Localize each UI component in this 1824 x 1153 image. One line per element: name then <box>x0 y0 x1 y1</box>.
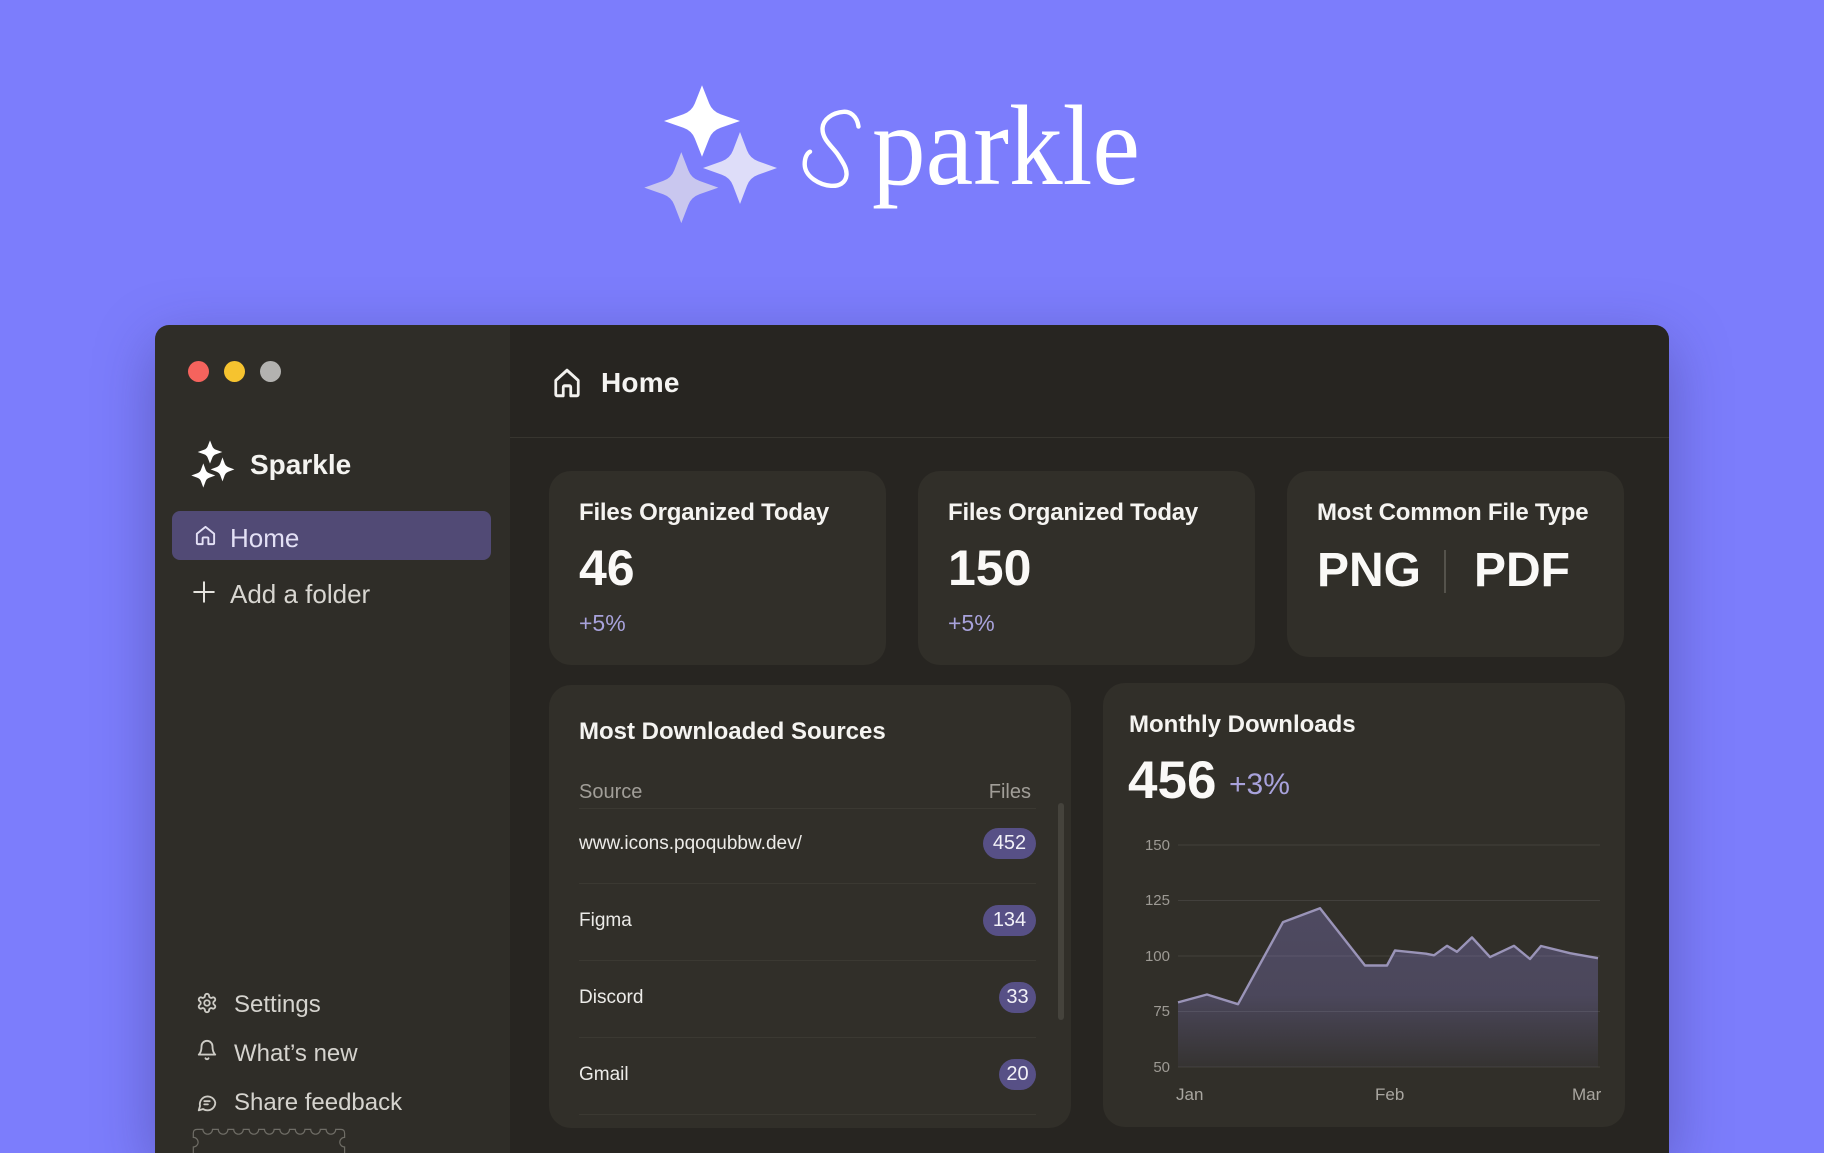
svg-text:parkle: parkle <box>872 82 1140 209</box>
